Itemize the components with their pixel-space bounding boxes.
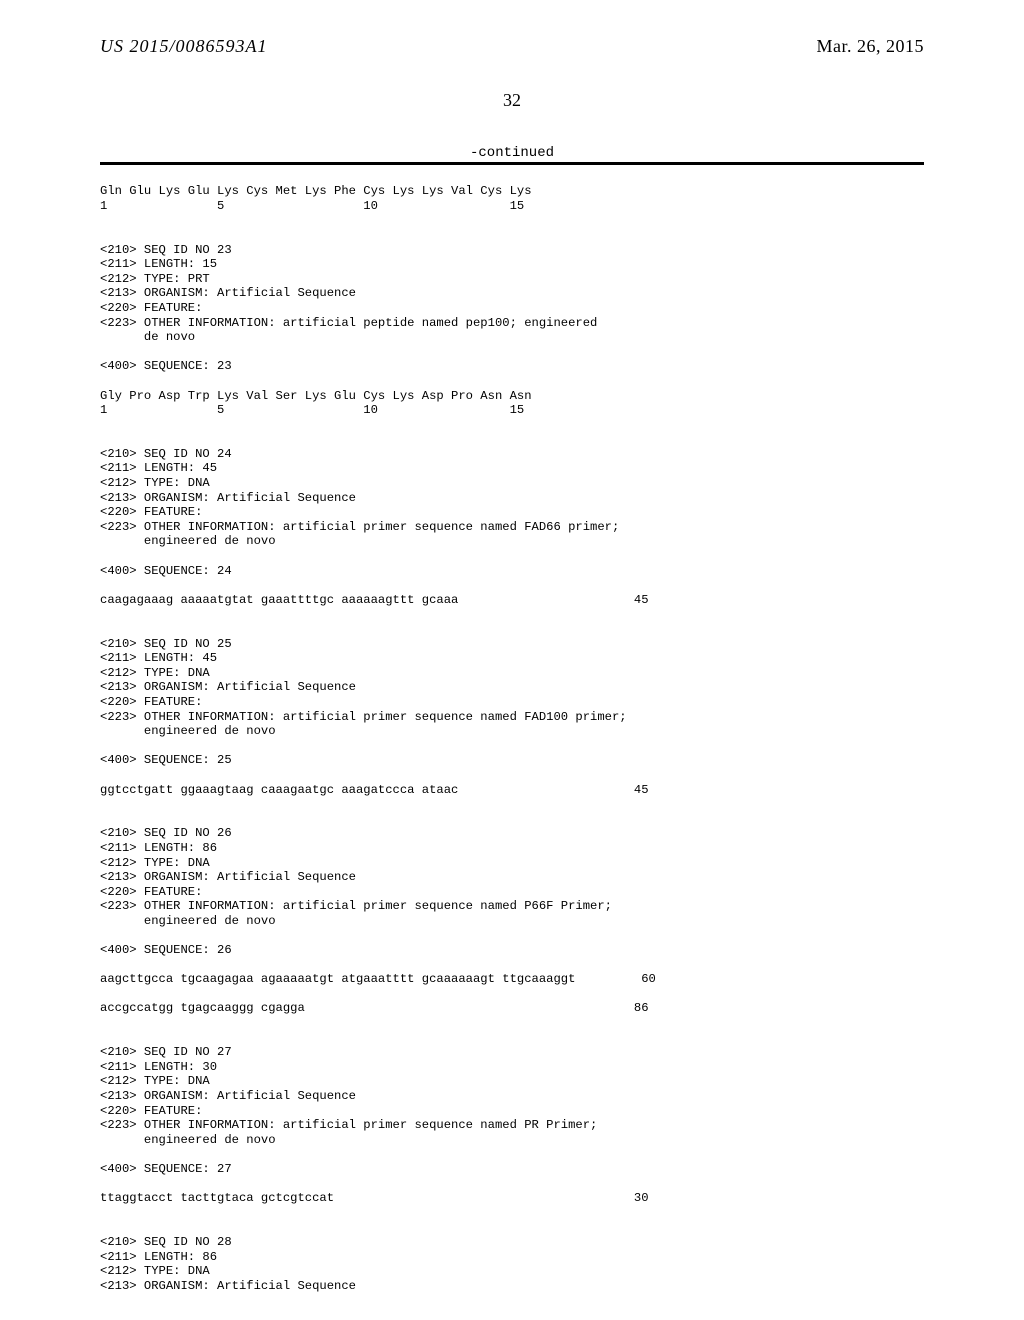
publication-date: Mar. 26, 2015	[817, 36, 925, 57]
page-container: US 2015/0086593A1 Mar. 26, 2015 32 -cont…	[0, 0, 1024, 1320]
sequence-listing: Gln Glu Lys Glu Lys Cys Met Lys Phe Cys …	[100, 184, 924, 1293]
horizontal-rule-top	[100, 162, 924, 165]
page-number: 32	[0, 90, 1024, 111]
continued-label: -continued	[0, 145, 1024, 161]
publication-number: US 2015/0086593A1	[100, 36, 268, 57]
